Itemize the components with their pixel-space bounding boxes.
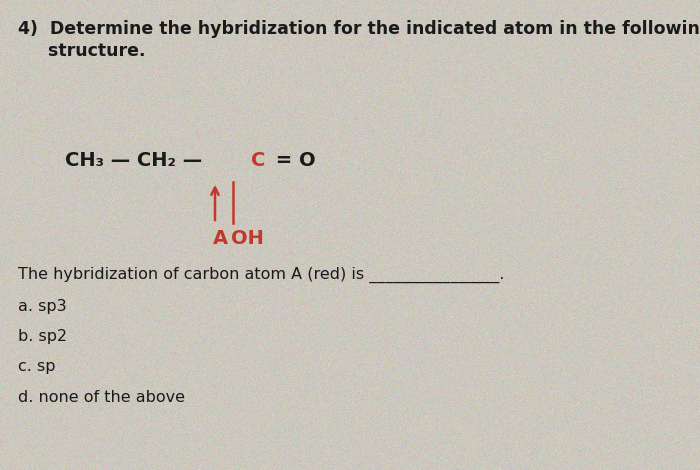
Text: OH: OH xyxy=(231,228,264,248)
Text: a. sp3: a. sp3 xyxy=(18,299,66,314)
Text: C: C xyxy=(251,150,265,170)
Text: A: A xyxy=(213,228,228,248)
Text: The hybridization of carbon atom A (red) is ________________.: The hybridization of carbon atom A (red)… xyxy=(18,267,505,283)
Text: structure.: structure. xyxy=(18,42,146,60)
Text: CH₃ — CH₂ —: CH₃ — CH₂ — xyxy=(65,150,209,170)
Text: b. sp2: b. sp2 xyxy=(18,329,67,345)
Text: 4)  Determine the hybridization for the indicated atom in the following: 4) Determine the hybridization for the i… xyxy=(18,20,700,38)
Text: = O: = O xyxy=(270,150,316,170)
Text: c. sp: c. sp xyxy=(18,360,55,375)
Text: d. none of the above: d. none of the above xyxy=(18,390,185,405)
